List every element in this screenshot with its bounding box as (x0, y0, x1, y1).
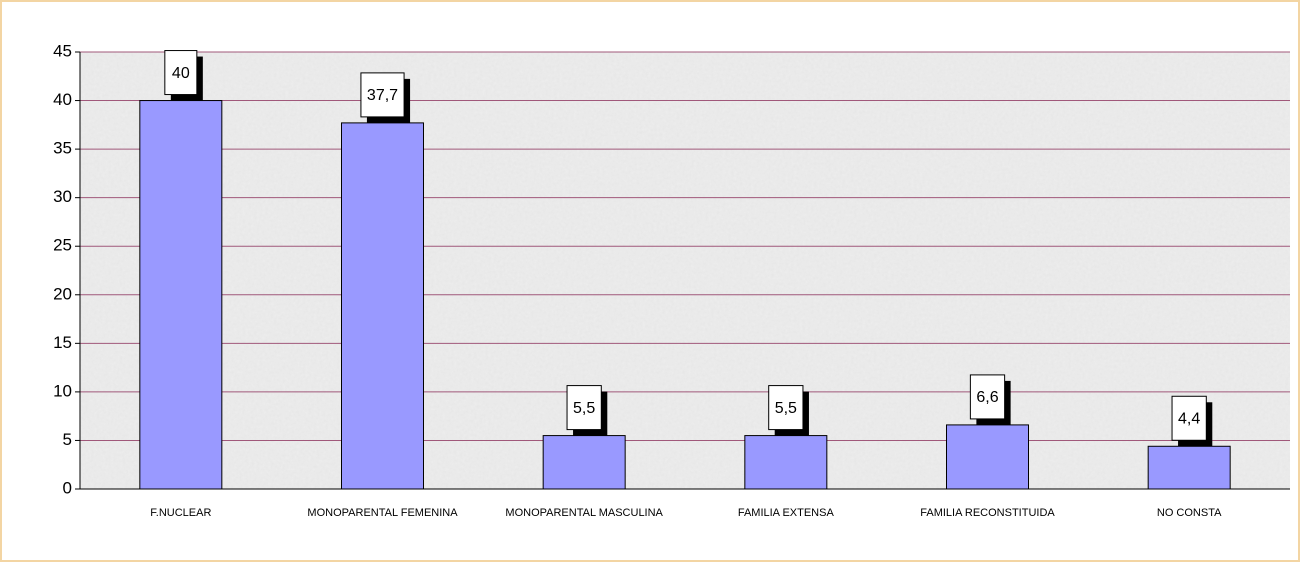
data-label-box (768, 385, 804, 431)
data-label: 40 (172, 65, 190, 82)
bar (139, 100, 223, 490)
x-tick-label: NO CONSTA (1157, 507, 1222, 519)
x-tick-label: FAMILIA EXTENSA (738, 507, 835, 519)
x-tick-label: MONOPARENTAL MASCULINA (505, 507, 663, 519)
y-tick-label: 25 (53, 236, 72, 255)
data-label-box (164, 50, 198, 96)
y-tick-label: 40 (53, 90, 72, 109)
y-tick-label: 0 (63, 478, 72, 497)
x-tick-label: F.NUCLEAR (150, 507, 211, 519)
data-label: 5,5 (775, 400, 797, 417)
data-label-box (566, 385, 602, 431)
data-label-box (969, 374, 1006, 420)
y-tick-label: 10 (53, 381, 72, 400)
bar (744, 435, 828, 490)
data-label: 6,6 (976, 389, 998, 406)
y-tick-label: 30 (53, 187, 72, 206)
x-tick-label: FAMILIA RECONSTITUIDA (920, 507, 1055, 519)
data-label-box (360, 72, 405, 118)
data-label-box (1171, 395, 1207, 441)
x-tick-label: MONOPARENTAL FEMENINA (307, 507, 458, 519)
bar (1147, 445, 1231, 490)
plot-texture (80, 52, 1290, 489)
bar (341, 122, 424, 490)
data-label: 37,7 (367, 87, 398, 104)
y-tick-label: 45 (53, 41, 72, 60)
y-tick-label: 5 (63, 430, 72, 449)
y-tick-label: 20 (53, 284, 72, 303)
y-tick-label: 35 (53, 139, 72, 158)
bar (542, 435, 626, 490)
data-label: 4,4 (1178, 410, 1200, 427)
data-label: 5,5 (573, 400, 595, 417)
y-tick-label: 15 (53, 333, 72, 352)
bar (946, 424, 1029, 490)
